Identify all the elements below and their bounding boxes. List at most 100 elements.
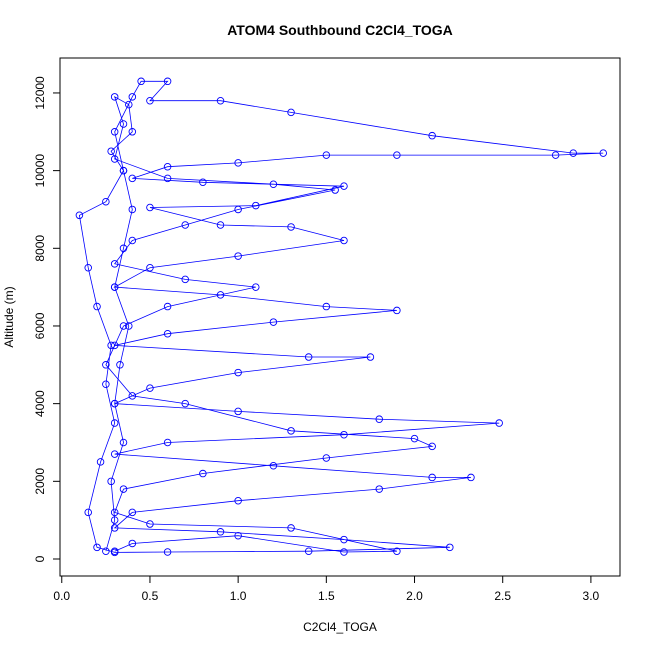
- x-axis-label: C2Cl4_TOGA: [303, 620, 377, 634]
- data-point: [110, 508, 119, 517]
- data-point: [163, 438, 172, 447]
- data-point: [340, 430, 348, 439]
- data-point: [234, 407, 242, 416]
- data-point: [393, 151, 401, 159]
- plot-frame: [59, 57, 621, 577]
- data-point: [110, 93, 119, 101]
- y-tick-label: 10000: [33, 154, 47, 188]
- data-point: [428, 473, 436, 482]
- data-point: [216, 96, 225, 105]
- data-point: [287, 427, 295, 435]
- data-point: [287, 524, 295, 532]
- data-point: [216, 291, 225, 299]
- data-point: [128, 236, 137, 245]
- data-point: [375, 485, 383, 493]
- x-tick-label: 1.5: [318, 589, 335, 603]
- y-tick-label: 6000: [33, 312, 47, 339]
- y-tick-label: 2000: [33, 468, 47, 495]
- data-point: [93, 302, 101, 311]
- data-point: [181, 399, 189, 408]
- data-point: [393, 547, 401, 555]
- data-point: [181, 221, 189, 229]
- data-point: [110, 283, 119, 291]
- x-tick-label: 3.0: [583, 589, 600, 603]
- data-point: [340, 182, 348, 190]
- data-point: [146, 96, 154, 105]
- data-point: [128, 205, 137, 214]
- data-point: [102, 197, 110, 206]
- data-point: [252, 283, 260, 291]
- data-point: [322, 151, 331, 159]
- data-point: [446, 543, 454, 552]
- data-point: [110, 450, 119, 458]
- data-point: [234, 531, 242, 540]
- data-point: [119, 244, 128, 253]
- data-point: [287, 108, 295, 117]
- data-point: [146, 520, 154, 528]
- x-tick-label: 2.5: [494, 589, 511, 603]
- y-tick-label: 0: [33, 555, 47, 562]
- data-point: [128, 508, 137, 517]
- data-point: [128, 128, 137, 136]
- data-point: [331, 186, 339, 194]
- data-point: [125, 322, 133, 330]
- data-point: [110, 260, 119, 268]
- data-point: [110, 155, 119, 163]
- data-point: [199, 469, 207, 478]
- data-point: [322, 454, 331, 462]
- data-point: [216, 221, 225, 229]
- data-point: [110, 547, 119, 555]
- data-point: [428, 442, 436, 451]
- data-point: [340, 548, 348, 556]
- data-point: [110, 128, 119, 136]
- data-point: [216, 528, 225, 536]
- data-point: [102, 547, 110, 555]
- data-point: [93, 543, 101, 552]
- data-point: [234, 252, 242, 260]
- x-tick-label: 2.0: [406, 589, 423, 603]
- data-point: [128, 539, 137, 548]
- data-point: [551, 151, 560, 159]
- data-point: [128, 392, 137, 400]
- data-point: [428, 131, 436, 140]
- data-point: [146, 203, 154, 212]
- data-point: [495, 419, 503, 427]
- data-point: [110, 516, 119, 524]
- data-point: [269, 180, 278, 188]
- data-point: [199, 178, 207, 187]
- data-point: [375, 415, 383, 423]
- data-point: [163, 329, 172, 338]
- y-tick-label: 4000: [33, 390, 47, 417]
- data-point: [467, 473, 475, 482]
- data-point: [125, 100, 133, 109]
- data-point: [110, 399, 119, 408]
- data-point: [234, 496, 242, 505]
- data-point: [110, 419, 119, 427]
- data-point: [163, 174, 172, 183]
- data-point: [340, 535, 348, 544]
- y-tick-label: 8000: [33, 235, 47, 262]
- data-point: [234, 368, 242, 377]
- data-point: [84, 508, 92, 517]
- data-point: [146, 384, 154, 392]
- data-point: [75, 211, 84, 220]
- data-point: [128, 174, 137, 183]
- x-tick-label: 1.0: [230, 589, 247, 603]
- data-point: [128, 93, 137, 101]
- data-point: [110, 524, 119, 532]
- data-point: [119, 485, 128, 493]
- data-point: [119, 120, 128, 128]
- data-point: [366, 353, 375, 361]
- data-point: [181, 275, 189, 284]
- data-point: [96, 458, 105, 466]
- data-point: [322, 302, 331, 311]
- data-point: [102, 361, 110, 369]
- data-line: [78, 80, 604, 553]
- data-point: [410, 434, 419, 443]
- data-point: [269, 462, 278, 470]
- data-point: [599, 149, 607, 157]
- data-point: [163, 302, 172, 311]
- chart-title: ATOM4 Southbound C2Cl4_TOGA: [227, 22, 453, 38]
